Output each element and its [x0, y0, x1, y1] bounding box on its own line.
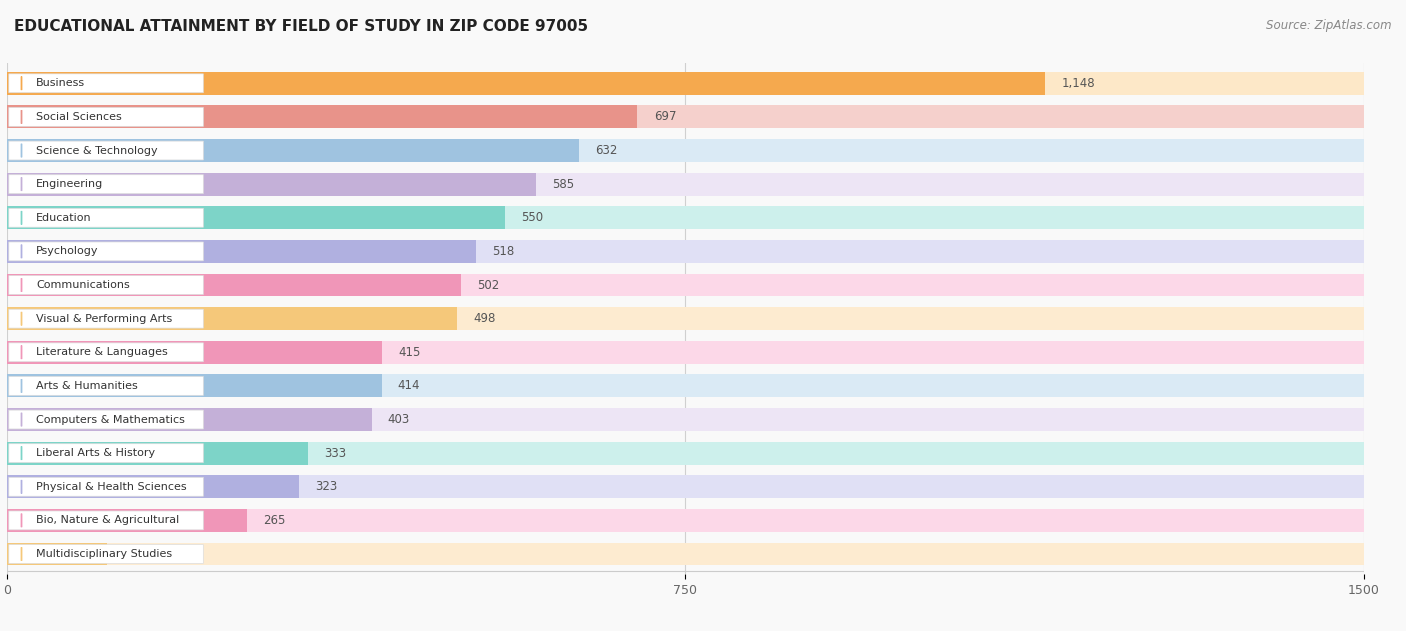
Bar — [7, 206, 1364, 229]
Text: 323: 323 — [315, 480, 337, 493]
Text: Source: ZipAtlas.com: Source: ZipAtlas.com — [1267, 19, 1392, 32]
Text: Liberal Arts & History: Liberal Arts & History — [37, 448, 155, 458]
FancyBboxPatch shape — [8, 107, 204, 126]
Bar — [7, 105, 637, 128]
Bar — [7, 307, 457, 330]
FancyBboxPatch shape — [8, 175, 204, 194]
Text: 697: 697 — [654, 110, 676, 124]
FancyBboxPatch shape — [8, 410, 204, 429]
Text: Computers & Mathematics: Computers & Mathematics — [37, 415, 184, 425]
Text: Science & Technology: Science & Technology — [37, 146, 157, 155]
Text: EDUCATIONAL ATTAINMENT BY FIELD OF STUDY IN ZIP CODE 97005: EDUCATIONAL ATTAINMENT BY FIELD OF STUDY… — [14, 19, 588, 34]
Text: 265: 265 — [263, 514, 285, 527]
Text: Bio, Nature & Agricultural: Bio, Nature & Agricultural — [37, 516, 179, 526]
Text: Social Sciences: Social Sciences — [37, 112, 122, 122]
Bar — [7, 274, 461, 297]
Bar — [7, 543, 1364, 565]
Bar — [7, 475, 299, 498]
Text: 111: 111 — [124, 548, 146, 560]
Bar — [7, 274, 1364, 297]
Bar — [7, 374, 381, 398]
Text: 415: 415 — [399, 346, 420, 359]
Text: 498: 498 — [474, 312, 496, 325]
Bar — [7, 509, 246, 532]
FancyBboxPatch shape — [8, 377, 204, 396]
Bar — [7, 475, 1364, 498]
Text: Business: Business — [37, 78, 86, 88]
Text: 550: 550 — [520, 211, 543, 224]
Text: 333: 333 — [325, 447, 347, 459]
Bar — [7, 72, 1046, 95]
Bar — [7, 173, 536, 196]
FancyBboxPatch shape — [8, 141, 204, 160]
Bar — [7, 374, 1364, 398]
FancyBboxPatch shape — [8, 276, 204, 295]
Text: Physical & Health Sciences: Physical & Health Sciences — [37, 482, 187, 492]
Text: Literature & Languages: Literature & Languages — [37, 347, 167, 357]
FancyBboxPatch shape — [8, 545, 204, 563]
Bar — [7, 408, 1364, 431]
Bar — [7, 543, 107, 565]
Bar — [7, 139, 1364, 162]
Text: 502: 502 — [478, 278, 499, 292]
Text: 518: 518 — [492, 245, 515, 258]
Bar — [7, 341, 1364, 363]
Bar — [7, 442, 308, 464]
Text: Communications: Communications — [37, 280, 129, 290]
Text: Psychology: Psychology — [37, 246, 98, 256]
FancyBboxPatch shape — [8, 444, 204, 463]
Bar — [7, 442, 1364, 464]
Bar — [7, 240, 1364, 263]
Bar — [7, 173, 1364, 196]
Text: Visual & Performing Arts: Visual & Performing Arts — [37, 314, 172, 324]
FancyBboxPatch shape — [8, 478, 204, 496]
Text: 403: 403 — [388, 413, 411, 426]
FancyBboxPatch shape — [8, 343, 204, 362]
FancyBboxPatch shape — [8, 242, 204, 261]
Bar — [7, 509, 1364, 532]
Bar — [7, 105, 1364, 128]
Text: Education: Education — [37, 213, 91, 223]
FancyBboxPatch shape — [8, 309, 204, 328]
Bar — [7, 240, 475, 263]
Bar — [7, 307, 1364, 330]
Bar — [7, 72, 1364, 95]
Text: 1,148: 1,148 — [1062, 77, 1095, 90]
Text: Arts & Humanities: Arts & Humanities — [37, 381, 138, 391]
Text: Multidisciplinary Studies: Multidisciplinary Studies — [37, 549, 172, 559]
FancyBboxPatch shape — [8, 208, 204, 227]
Text: 632: 632 — [595, 144, 617, 157]
Bar — [7, 341, 382, 363]
Bar — [7, 408, 371, 431]
FancyBboxPatch shape — [8, 511, 204, 530]
Text: Engineering: Engineering — [37, 179, 103, 189]
Text: 414: 414 — [398, 379, 420, 392]
Text: 585: 585 — [553, 178, 575, 191]
FancyBboxPatch shape — [8, 74, 204, 93]
Bar — [7, 139, 579, 162]
Bar — [7, 206, 505, 229]
